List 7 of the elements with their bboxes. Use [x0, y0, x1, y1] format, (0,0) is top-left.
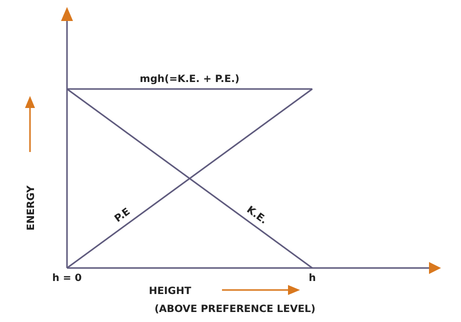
series-label: mgh(=K.E. + P.E.): [140, 74, 240, 85]
x-axis-title: HEIGHT: [148, 286, 192, 297]
y-axis-title: ENERGY: [26, 184, 37, 230]
text: P.E: [112, 206, 133, 225]
x-tick-label: h: [308, 273, 316, 284]
x-tick-label: h = 0: [52, 273, 82, 284]
text: (ABOVE PREFERENCE LEVEL): [154, 304, 316, 315]
